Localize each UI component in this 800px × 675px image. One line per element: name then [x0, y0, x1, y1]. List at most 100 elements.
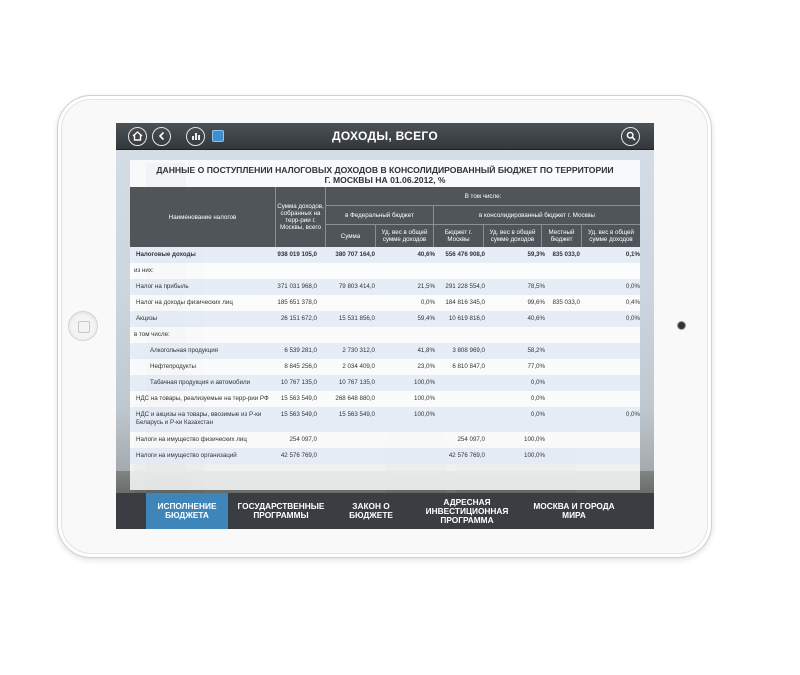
- table-row[interactable]: НДС и акцизы на товары, ввозимые из Р-ки…: [130, 407, 640, 432]
- cell-total: 185 651 378,0: [277, 299, 317, 306]
- cell-msk-share: 58,2%: [527, 347, 545, 354]
- table-row[interactable]: Алкогольная продукция 6 539 281,0 2 730 31…: [130, 343, 640, 359]
- cell-msk-share: 100,0%: [524, 452, 545, 459]
- tab-budget-law[interactable]: ЗАКОН О БЮДЖЕТЕ: [349, 501, 393, 520]
- cell-total: 371 031 968,0: [277, 283, 317, 290]
- cell-total: 8 845 256,0: [284, 363, 317, 370]
- tax-name-cell: Налоги на имущество организаций: [136, 452, 237, 459]
- tax-name-cell: в том числе:: [134, 331, 170, 338]
- cell-total: 254 097,0: [289, 436, 317, 443]
- bottom-navigation: ИСПОЛНЕНИЕ БЮДЖЕТА ГОСУДАРСТВЕННЫЕ ПРОГР…: [116, 493, 654, 529]
- cell-fed-share: 41,8%: [417, 347, 435, 354]
- cell-msk-share: 40,6%: [527, 315, 545, 322]
- cell-msk: 254 097,0: [457, 436, 485, 443]
- cell-fed-sum: 15 531 856,0: [338, 315, 375, 322]
- home-hardware-button[interactable]: [68, 311, 98, 341]
- header-moscow-share: Уд. вес в общей сумме доходов: [483, 225, 541, 247]
- header-consolidated: в консолидированный бюджет г. Москвы: [433, 206, 640, 224]
- cell-fed-share: 59,4%: [417, 315, 435, 322]
- app-screen: ДОХОДЫ, ВСЕГО ДАННЫЕ О ПОСТУПЛЕНИИ НАЛОГ…: [116, 123, 654, 529]
- table-header: Наименование налогов Сумма доходов, собр…: [130, 187, 640, 247]
- tax-name-cell: Налоги на имущество физических лиц: [136, 436, 247, 443]
- cell-total: 15 563 549,0: [280, 395, 317, 402]
- cell-local-share: 0,0%: [625, 411, 640, 418]
- table-row[interactable]: Налог на доходы физических лиц 185 651 37…: [130, 295, 640, 311]
- report-title-line: Г. МОСКВЫ НА 01.06.2012, %: [324, 175, 446, 185]
- cell-msk: 42 576 769,0: [448, 452, 485, 459]
- header-including: В том числе:: [325, 187, 640, 205]
- cell-msk-share: 0,0%: [530, 411, 545, 418]
- table-row[interactable]: Налоги на имущество физических лиц 254 09…: [130, 432, 640, 448]
- report-card: ДАННЫЕ О ПОСТУПЛЕНИИ НАЛОГОВЫХ ДОХОДОВ В…: [130, 160, 640, 490]
- cell-fed-share: 0,0%: [420, 299, 435, 306]
- cell-total: 42 576 769,0: [280, 452, 317, 459]
- cell-msk: 291 228 554,0: [445, 283, 485, 290]
- cell-fed-share: 23,0%: [417, 363, 435, 370]
- table-row[interactable]: Табачная продукция и автомобили 10 767 13…: [130, 375, 640, 391]
- tab-moscow-world-cities[interactable]: МОСКВА И ГОРОДА МИРА: [533, 501, 615, 520]
- tax-name-cell: из них:: [134, 267, 154, 274]
- cell-local-share: 0,0%: [625, 283, 640, 290]
- table-row[interactable]: в том числе:: [130, 327, 640, 343]
- cell-local-share: 0,1%: [625, 251, 640, 258]
- home-icon[interactable]: [128, 127, 147, 146]
- tax-name-cell: Акцизы: [136, 315, 158, 322]
- cell-local: 835 033,0: [552, 299, 580, 306]
- tax-name-cell: Налог на доходы физических лиц: [136, 299, 233, 306]
- table-row[interactable]: НДС на товары, реализуемые на терр-рии Р…: [130, 391, 640, 407]
- bar-chart-icon[interactable]: [186, 127, 205, 146]
- cell-fed-sum: 2 730 312,0: [342, 347, 375, 354]
- cell-fed-share: 100,0%: [414, 379, 435, 386]
- table-row[interactable]: Акцизы 26 151 672,0 15 531 856,0 59,4% 10 61…: [130, 311, 640, 327]
- cell-msk-share: 0,0%: [530, 395, 545, 402]
- cell-total: 6 539 281,0: [284, 347, 317, 354]
- cell-fed-sum: 380 707 164,0: [335, 251, 375, 258]
- cell-fed-share: 40,6%: [417, 251, 435, 258]
- table-row[interactable]: Налог на прибыль 371 031 968,0 79 803 414,…: [130, 279, 640, 295]
- tax-name-cell: Алкогольная продукция: [150, 347, 219, 354]
- cell-fed-sum: 10 767 135,0: [338, 379, 375, 386]
- header-moscow-budget: Бюджет г. Москвы: [433, 225, 483, 247]
- cell-total: 15 563 549,0: [280, 411, 317, 418]
- report-title-line: ДАННЫЕ О ПОСТУПЛЕНИИ НАЛОГОВЫХ ДОХОДОВ В…: [156, 165, 614, 175]
- cell-total: 26 151 672,0: [280, 315, 317, 322]
- header-total: Сумма доходов, собранных на терр-рии г. …: [275, 187, 325, 247]
- table-row[interactable]: из них:: [130, 263, 640, 279]
- header-name: Наименование налогов: [168, 213, 237, 221]
- tax-name-cell: Налог на прибыль: [136, 283, 189, 290]
- table-row[interactable]: Налоги на имущество организаций 42 576 76…: [130, 448, 640, 464]
- tax-name-cell: НДС на товары, реализуемые на терр-рии Р…: [136, 395, 269, 402]
- back-arrow-icon[interactable]: [152, 127, 171, 146]
- cell-msk-share: 99,6%: [527, 299, 545, 306]
- cell-msk-share: 0,0%: [530, 379, 545, 386]
- cell-msk: 10 619 816,0: [448, 315, 485, 322]
- tax-name-cell: Налоговые доходы: [136, 251, 196, 258]
- tab-state-programs[interactable]: ГОСУДАРСТВЕННЫЕ ПРОГРАММЫ: [237, 501, 325, 520]
- table-view-icon[interactable]: [212, 130, 224, 142]
- tab-investment-program[interactable]: АДРЕСНАЯ ИНВЕСТИЦИОННАЯ ПРОГРАММА: [425, 496, 509, 525]
- page-title: ДОХОДЫ, ВСЕГО: [331, 129, 439, 143]
- search-icon[interactable]: [621, 127, 640, 146]
- tab-budget-execution[interactable]: ИСПОЛНЕНИЕ БЮДЖЕТА: [146, 493, 228, 529]
- cell-fed-share: 21,5%: [417, 283, 435, 290]
- cell-msk-share: 78,5%: [527, 283, 545, 290]
- table-row[interactable]: Нефтепродукты 8 845 256,0 2 034 409,0 23,0%…: [130, 359, 640, 375]
- table-row[interactable]: Налоговые доходы 938 019 105,0 380 707 164…: [130, 247, 640, 263]
- cell-msk-share: 100,0%: [524, 436, 545, 443]
- cell-fed-share: 100,0%: [414, 395, 435, 402]
- cell-msk-share: 59,3%: [527, 251, 545, 258]
- cell-local: 835 033,0: [552, 251, 580, 258]
- tax-name-cell: Табачная продукция и автомобили: [150, 379, 251, 386]
- cell-fed-share: 100,0%: [414, 411, 435, 418]
- cell-local-share: 0,4%: [625, 299, 640, 306]
- cell-msk-share: 77,0%: [527, 363, 545, 370]
- header-fed-sum: Сумма: [325, 225, 375, 247]
- cell-msk: 556 476 908,0: [445, 251, 485, 258]
- header-local-budget: Местный бюджет: [541, 225, 581, 247]
- cell-msk: 184 816 345,0: [445, 299, 485, 306]
- cell-total: 938 019 105,0: [277, 251, 317, 258]
- header-fed-share: Уд. вес в общей сумме доходов: [375, 225, 433, 247]
- tax-name-cell: Нефтепродукты: [150, 363, 196, 370]
- top-bar: ДОХОДЫ, ВСЕГО: [116, 123, 654, 150]
- front-camera: [678, 322, 685, 329]
